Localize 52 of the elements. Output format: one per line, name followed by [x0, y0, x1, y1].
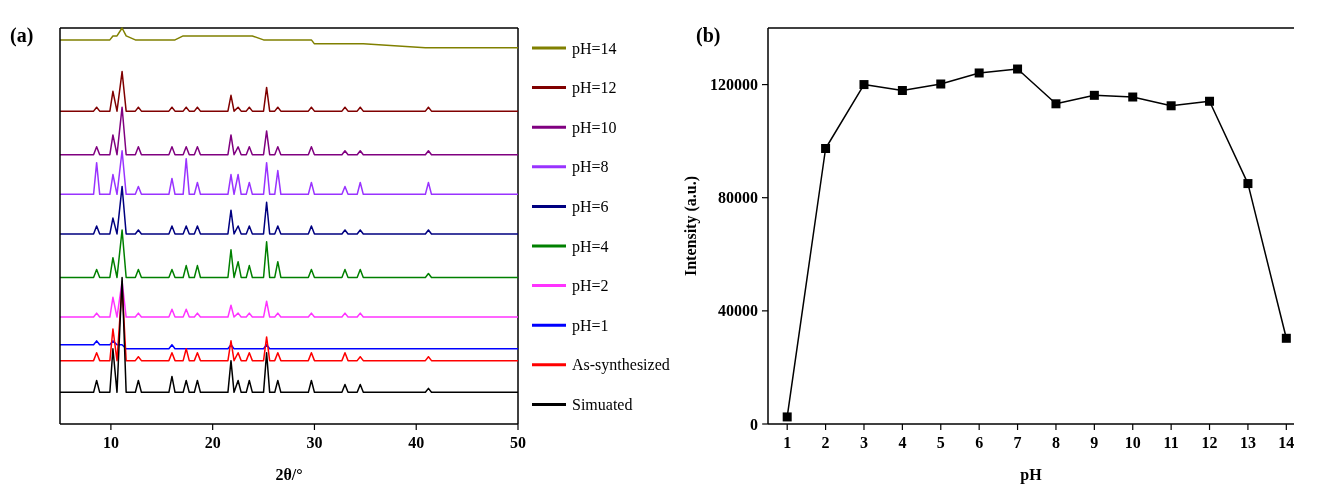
point [1013, 64, 1023, 74]
x-tick-label: 4 [898, 434, 907, 451]
point [859, 80, 869, 90]
chart-title: (a) [10, 24, 34, 47]
y-tick-label: 120000 [710, 76, 758, 94]
point [821, 144, 831, 153]
legend-label: pH=12 [572, 79, 617, 98]
x-tick-label: 3 [859, 434, 868, 451]
chart-title: (b) [696, 24, 721, 47]
point [1051, 99, 1061, 109]
y-tick-label: 0 [750, 415, 758, 433]
legend-label: pH=8 [572, 158, 609, 177]
x-tick-label: 30 [306, 434, 323, 451]
x-axis-title: 2θ/° [275, 466, 303, 483]
x-tick-label: 40 [408, 434, 425, 451]
x-tick-label: 14 [1278, 434, 1295, 451]
x-tick-label: 1 [783, 434, 792, 451]
x-tick-label: 10 [102, 434, 119, 451]
point [1281, 333, 1291, 343]
x-axis-title: pH [1020, 466, 1043, 484]
point [1243, 179, 1253, 189]
y-tick-label: 40000 [718, 302, 758, 320]
point [936, 79, 946, 89]
legend-label: Simuated [572, 396, 633, 413]
legend-label: pH=4 [572, 237, 609, 256]
point [974, 68, 984, 78]
x-tick-label: 12 [1201, 434, 1218, 451]
x-tick-label: 8 [1051, 434, 1060, 451]
x-tick-label: 6 [975, 434, 984, 451]
legend-label: pH=2 [572, 277, 609, 296]
point [1089, 90, 1099, 100]
x-tick-label: 50 [510, 434, 526, 451]
x-tick-label: 10 [1124, 434, 1141, 451]
legend-label: pH=6 [572, 198, 609, 216]
x-tick-label: 11 [1163, 434, 1179, 451]
x-tick-label: 20 [204, 434, 221, 451]
legend-label: pH=1 [572, 316, 609, 335]
y-axis-title: Intensity (a.u.) [682, 175, 700, 277]
y-tick-label: 80000 [718, 189, 758, 207]
x-tick-label: 13 [1239, 434, 1256, 451]
point [1128, 92, 1138, 102]
point [897, 86, 907, 96]
legend-label: pH=10 [572, 118, 617, 137]
point [1205, 96, 1215, 106]
point [782, 412, 792, 422]
x-tick-label: 2 [821, 434, 830, 451]
x-tick-label: 7 [1013, 434, 1022, 451]
x-tick-label: 5 [936, 434, 945, 451]
point [1166, 101, 1176, 111]
x-tick-label: 9 [1090, 434, 1099, 451]
legend-label: pH=14 [572, 39, 617, 58]
legend-label: As-synthesized [572, 356, 670, 375]
